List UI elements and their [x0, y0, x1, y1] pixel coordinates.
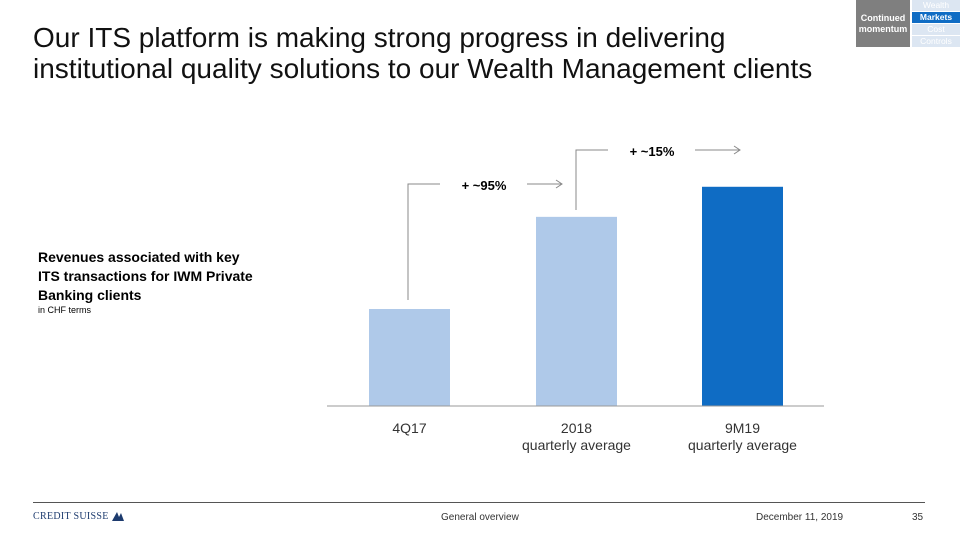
growth-arrow-2 — [575, 145, 741, 210]
page-title-container: Our ITS platform is making strong progre… — [33, 22, 933, 84]
x-tick-sublabel: quarterly average — [522, 437, 631, 453]
nav-section: Continued momentum — [856, 0, 910, 47]
footer-divider — [33, 502, 925, 503]
sail-icon — [111, 512, 124, 521]
description-subtitle: in CHF terms — [38, 305, 92, 315]
nav-item-markets[interactable]: Markets — [912, 12, 960, 23]
section-navigator: Continued momentum Wealth Markets Cost C… — [856, 0, 960, 47]
x-tick-sublabel: quarterly average — [688, 437, 797, 453]
nav-item-controls[interactable]: Controls — [912, 36, 960, 47]
page-number: 35 — [912, 512, 924, 523]
growth-arrow-1 — [407, 179, 563, 300]
bar-9M19 — [702, 186, 783, 406]
logo-text: CREDIT SUISSE — [33, 511, 109, 522]
description-title: Revenues associated with key ITS transac… — [38, 249, 253, 303]
x-tick-label: 2018 — [561, 420, 592, 436]
annotation-95: + ~95% — [462, 178, 507, 193]
credit-suisse-logo: CREDIT SUISSE — [33, 510, 125, 522]
bar-4Q17 — [369, 309, 450, 406]
chart-description: Revenues associated with key ITS transac… — [38, 248, 253, 316]
page-title: Our ITS platform is making strong progre… — [33, 22, 813, 84]
footer-section: General overview — [441, 512, 519, 523]
nav-item-wealth[interactable]: Wealth — [912, 0, 960, 11]
bar-2018 — [536, 216, 617, 406]
nav-item-cost[interactable]: Cost — [912, 24, 960, 35]
footer-date: December 11, 2019 — [756, 512, 844, 523]
annotation-15: + ~15% — [630, 144, 675, 159]
x-tick-label: 9M19 — [725, 420, 760, 436]
x-tick-label: 4Q17 — [392, 420, 426, 436]
